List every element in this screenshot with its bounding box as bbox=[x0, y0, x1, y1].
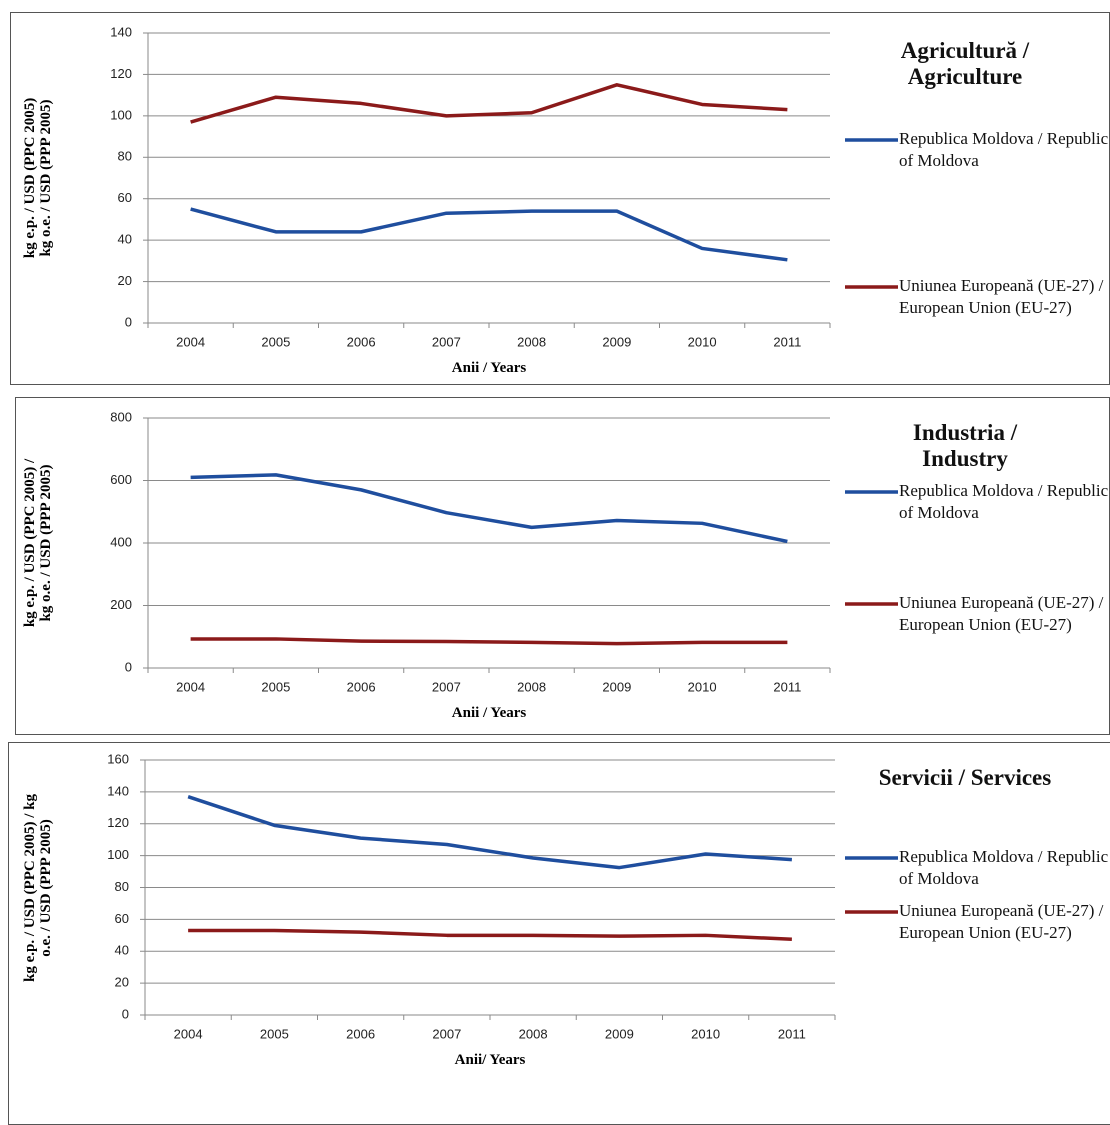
y-axis-label-line: kg o.e. / USD (PPP 2005) bbox=[38, 99, 54, 257]
series-line bbox=[187, 794, 792, 870]
x-tick-label: 2007 bbox=[432, 679, 461, 694]
y-tick-label: 20 bbox=[115, 975, 129, 990]
legend-label: Uniunea Europeană (UE-27) / European Uni… bbox=[899, 901, 1104, 942]
series-line bbox=[190, 83, 788, 124]
x-axis-label: Anii/ Years bbox=[454, 1052, 526, 1068]
legend-label: Uniunea Europeană (UE-27) / European Uni… bbox=[899, 276, 1104, 317]
y-tick-label: 20 bbox=[118, 273, 132, 288]
x-tick-label: 2009 bbox=[605, 1026, 634, 1041]
series-line bbox=[188, 928, 792, 942]
y-tick-label: 60 bbox=[115, 911, 129, 926]
legend-label: Republica Moldova / Republic of Moldova bbox=[899, 129, 1109, 170]
x-tick-label: 2005 bbox=[261, 334, 290, 349]
legend-label: Uniunea Europeană (UE-27) / European Uni… bbox=[899, 593, 1104, 634]
y-tick-label: 40 bbox=[115, 943, 129, 958]
y-tick-label: 600 bbox=[110, 472, 132, 487]
x-tick-label: 2008 bbox=[517, 334, 546, 349]
y-axis-label-line: kg e.p. / USD (PPC 2005) bbox=[22, 97, 38, 259]
x-tick-label: 2011 bbox=[778, 1026, 806, 1041]
x-tick-label: 2011 bbox=[773, 679, 801, 694]
y-axis-label-line: kg e.p. / USD (PPC 2005) / bbox=[22, 458, 38, 628]
x-tick-label: 2006 bbox=[346, 1026, 375, 1041]
x-tick-label: 2005 bbox=[261, 679, 290, 694]
y-tick-label: 80 bbox=[115, 879, 129, 894]
y-axis-label: kg e.p. / USD (PPC 2005) / kg o.e. / USD … bbox=[22, 794, 54, 982]
y-tick-label: 100 bbox=[110, 107, 132, 122]
x-axis-label: Anii / Years bbox=[451, 705, 527, 721]
x-tick-label: 2011 bbox=[773, 334, 801, 349]
x-tick-label: 2010 bbox=[688, 334, 717, 349]
x-tick-label: 2004 bbox=[174, 1026, 203, 1041]
chart-title: Servicii / Services bbox=[878, 765, 1052, 790]
y-tick-label: 0 bbox=[125, 659, 132, 674]
chart-title: Industria / Industry bbox=[912, 420, 1018, 471]
y-tick-label: 0 bbox=[125, 314, 132, 329]
y-tick-label: 160 bbox=[107, 751, 129, 766]
y-tick-label: 120 bbox=[110, 66, 132, 81]
x-tick-label: 2010 bbox=[688, 679, 717, 694]
legend-label: Republica Moldova / Republic of Moldova bbox=[899, 847, 1109, 888]
x-tick-label: 2009 bbox=[602, 334, 631, 349]
y-tick-label: 0 bbox=[122, 1006, 129, 1021]
x-tick-label: 2008 bbox=[517, 679, 546, 694]
x-tick-label: 2004 bbox=[176, 679, 205, 694]
x-axis-label: Anii / Years bbox=[451, 360, 527, 376]
x-tick-label: 2010 bbox=[691, 1026, 720, 1041]
y-tick-label: 100 bbox=[107, 847, 129, 862]
y-tick-label: 400 bbox=[110, 534, 132, 549]
x-tick-label: 2006 bbox=[347, 334, 376, 349]
x-tick-label: 2008 bbox=[519, 1026, 548, 1041]
y-tick-label: 40 bbox=[118, 232, 132, 247]
y-axis-label: kg e.p. / USD (PPC 2005) kg o.e. / USD (P… bbox=[22, 98, 54, 258]
x-tick-label: 2005 bbox=[260, 1026, 289, 1041]
y-tick-label: 800 bbox=[110, 409, 132, 424]
series-line bbox=[190, 207, 788, 262]
y-axis-label-line: kg o.e. / USD (PPP 2005) bbox=[38, 464, 54, 622]
y-tick-label: 200 bbox=[110, 597, 132, 612]
y-tick-label: 140 bbox=[110, 24, 132, 39]
y-tick-label: 140 bbox=[107, 783, 129, 798]
x-tick-label: 2009 bbox=[602, 679, 631, 694]
y-tick-label: 80 bbox=[118, 149, 132, 164]
x-tick-label: 2004 bbox=[176, 334, 205, 349]
legend-label: Republica Moldova / Republic of Moldova bbox=[899, 481, 1109, 522]
chart-title: Agricultură / Agriculture bbox=[900, 38, 1030, 89]
x-tick-label: 2007 bbox=[432, 1026, 461, 1041]
y-tick-label: 60 bbox=[118, 190, 132, 205]
series-line bbox=[190, 473, 788, 544]
y-tick-label: 120 bbox=[107, 815, 129, 830]
y-axis-label-line: o.e. / USD (PPP 2005) bbox=[38, 818, 54, 957]
x-tick-label: 2006 bbox=[347, 679, 376, 694]
series-line bbox=[190, 637, 788, 646]
y-axis-label: kg e.p. / USD (PPC 2005) / kg o.e. / USD … bbox=[22, 459, 54, 627]
y-axis-label-line: kg e.p. / USD (PPC 2005) / kg bbox=[22, 793, 38, 982]
x-tick-label: 2007 bbox=[432, 334, 461, 349]
